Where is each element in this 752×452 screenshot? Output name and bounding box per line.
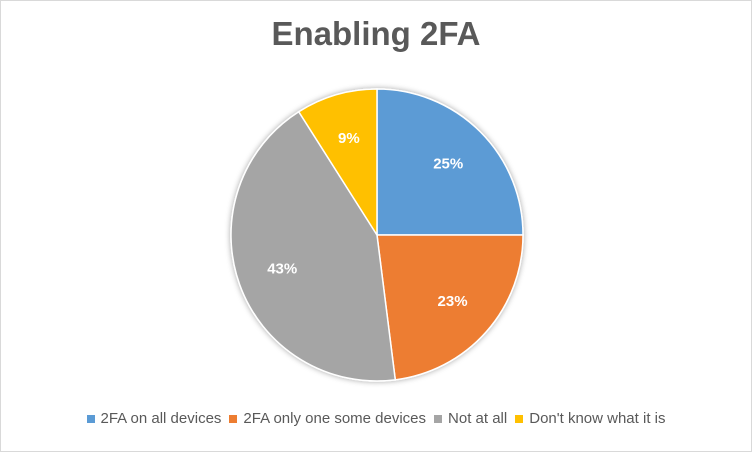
legend-swatch xyxy=(229,414,238,423)
pie-slice xyxy=(376,88,524,236)
legend-swatch xyxy=(515,414,524,423)
slice-data-label: 23% xyxy=(438,293,468,310)
pie-slice xyxy=(230,110,397,382)
legend-item: Don't know what it is xyxy=(515,410,666,427)
legend-item: 2FA on all devices xyxy=(86,410,222,427)
legend-swatch xyxy=(434,414,443,423)
legend-swatch xyxy=(86,414,95,423)
legend-label: Not at all xyxy=(448,410,508,427)
slice-data-label: 9% xyxy=(338,130,360,147)
legend-label: 2FA only one some devices xyxy=(243,410,427,427)
slice-data-label: 43% xyxy=(267,261,297,278)
pie-slice xyxy=(376,234,524,381)
slice-data-label: 25% xyxy=(433,155,463,172)
legend-item: 2FA only one some devices xyxy=(229,410,426,427)
pie-slice xyxy=(297,88,378,238)
legend-item: Not at all xyxy=(434,410,507,427)
legend-label: 2FA on all devices xyxy=(100,410,222,427)
chart-title: Enabling 2FA xyxy=(271,15,481,52)
legend-label: Don't know what it is xyxy=(529,410,666,427)
legend: 2FA on all devices 2FA only one some devi… xyxy=(1,410,751,427)
